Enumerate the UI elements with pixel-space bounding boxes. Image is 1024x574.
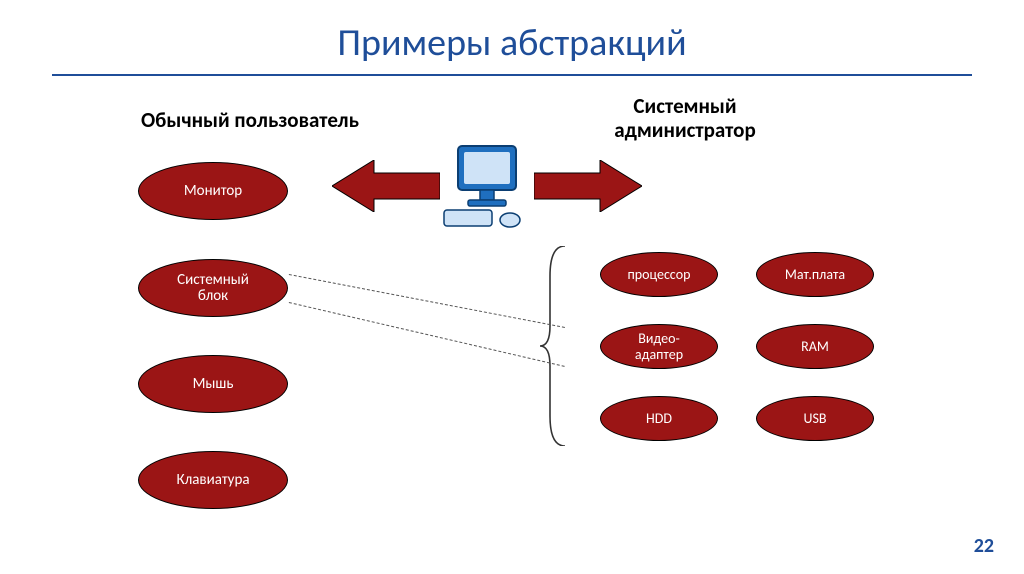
node-video: Видео- адаптер [600, 324, 718, 369]
brace-icon [540, 246, 570, 446]
arrow-right-icon [534, 160, 642, 212]
node-usb: USB [756, 396, 874, 441]
node-system-unit: Системный блок [138, 259, 288, 317]
node-motherboard: Мат.плата [756, 252, 874, 297]
computer-icon [440, 140, 536, 232]
left-heading: Обычный пользователь [120, 108, 380, 132]
node-ram: RAM [756, 324, 874, 369]
node-keyboard: Клавиатура [138, 451, 288, 509]
node-mouse: Мышь [138, 355, 288, 413]
node-hdd: HDD [600, 396, 718, 441]
title-rule [52, 74, 972, 76]
dashed-line [289, 302, 565, 367]
node-monitor: Монитор [138, 162, 288, 220]
arrow-left-icon [332, 160, 440, 212]
page-number: 22 [974, 534, 994, 558]
slide-title: Примеры абстракций [0, 20, 1024, 66]
slide: Примеры абстракций Обычный пользователь … [0, 0, 1024, 574]
dashed-line [289, 274, 565, 328]
node-cpu: процессор [600, 252, 718, 297]
right-heading: Системный администратор [560, 94, 810, 142]
